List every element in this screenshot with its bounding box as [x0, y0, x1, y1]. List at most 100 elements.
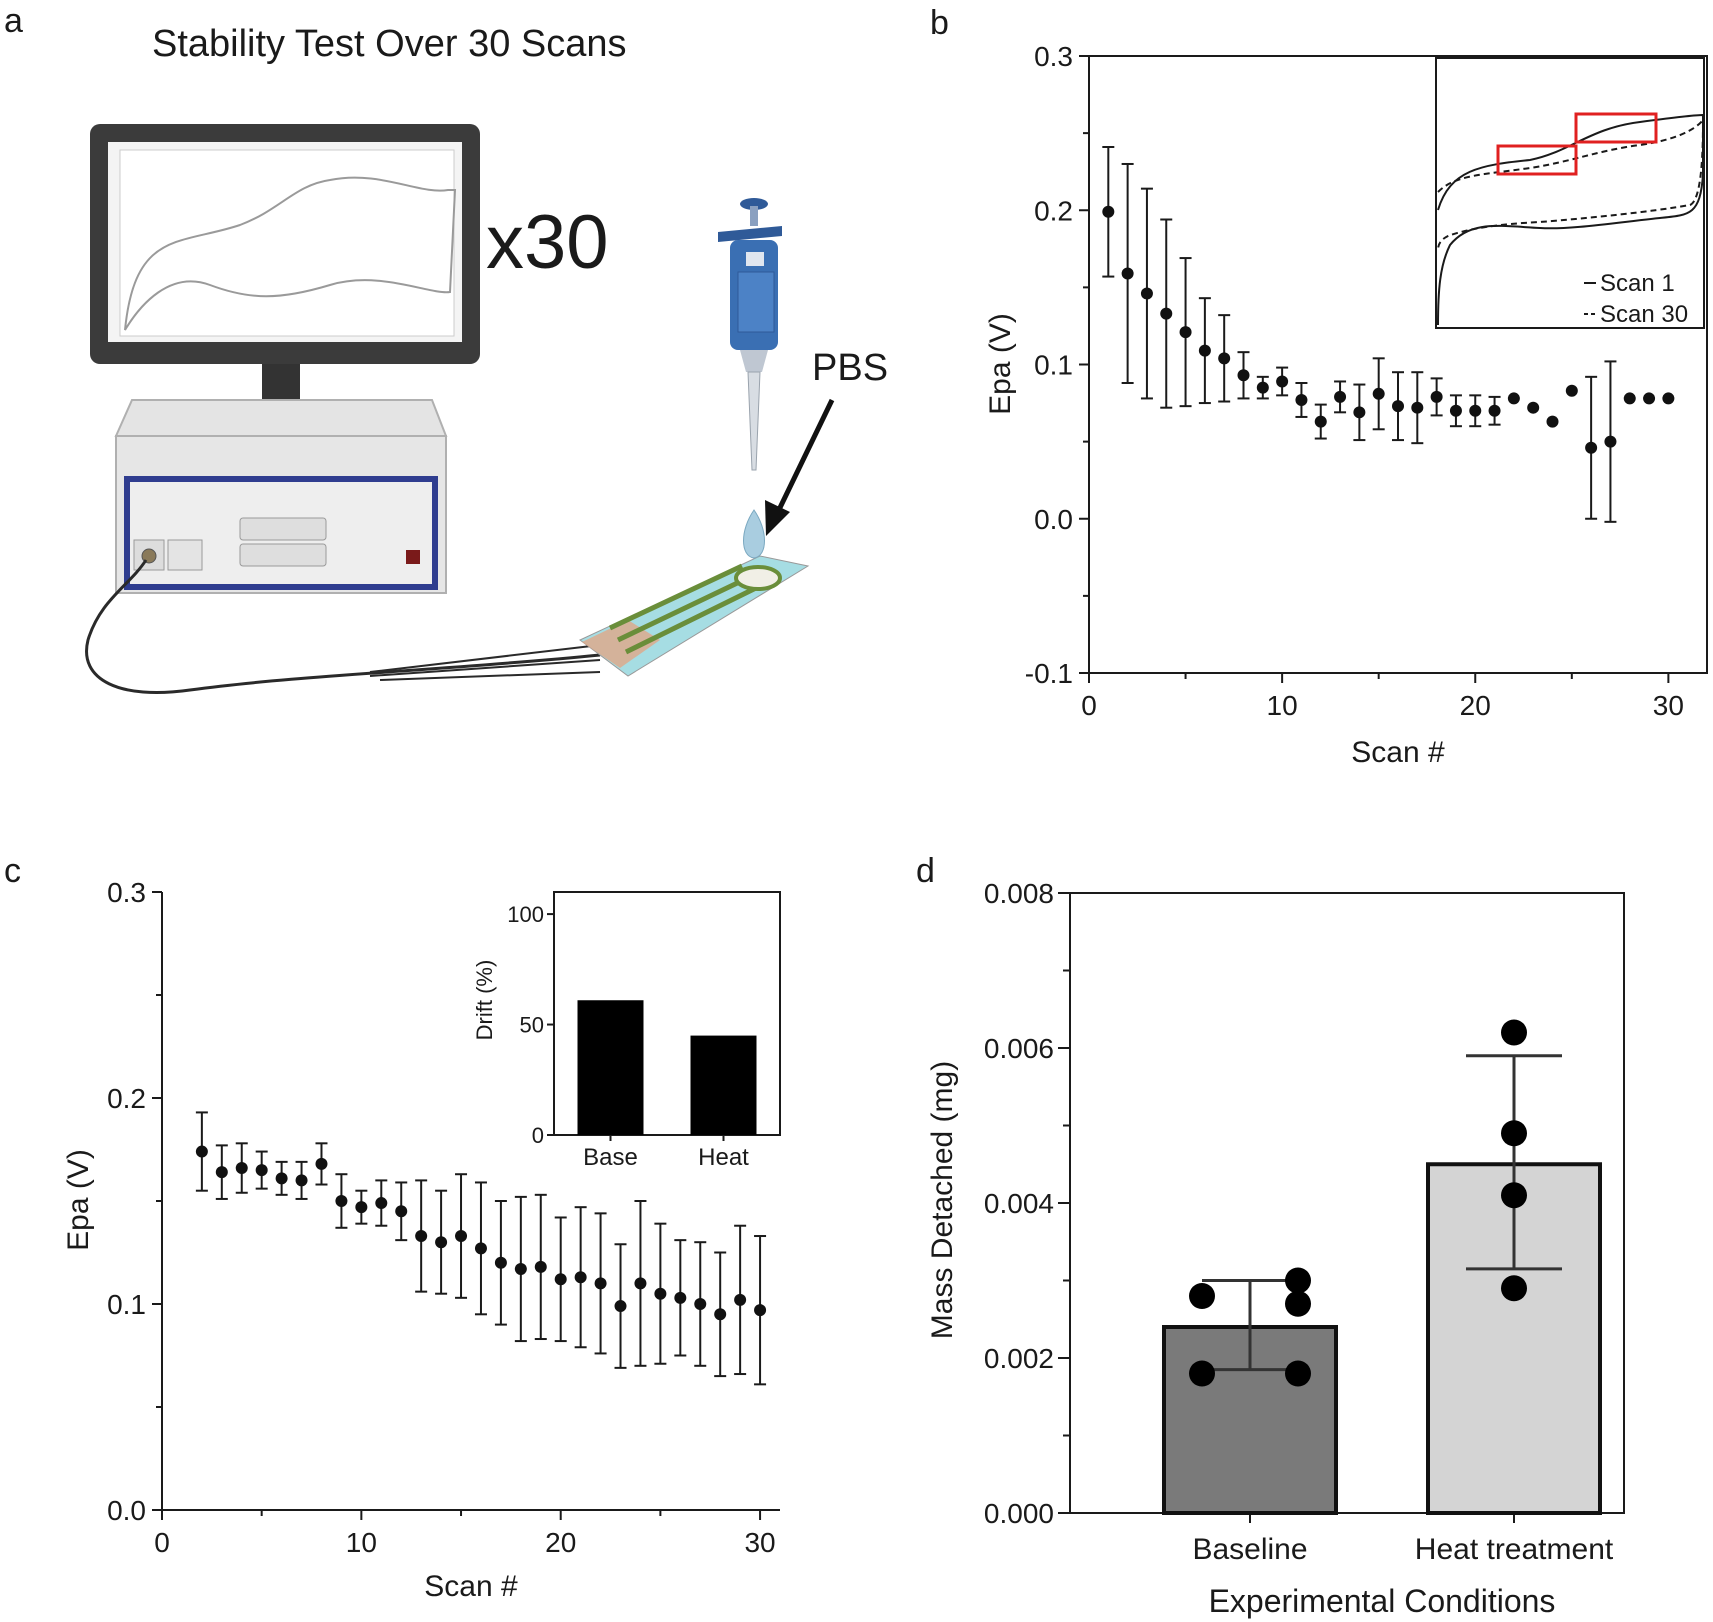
chart-d-xtick-label: Heat treatment	[1415, 1533, 1614, 1566]
chart-b-xtick-label: 20	[1460, 690, 1491, 721]
chart-c-inset: 0 50 100 Base Heat Drift (%)	[472, 891, 781, 1171]
chart-c-xtick-label: 10	[346, 1527, 377, 1558]
chart-c-data-point	[275, 1172, 288, 1185]
chart-b-inset-frame	[1435, 57, 1705, 329]
inset-scan1-curve	[1437, 113, 1704, 326]
chart-b-data-point	[1449, 404, 1462, 417]
chart-b-data-point	[1643, 392, 1656, 405]
chart-c-data-point	[534, 1260, 547, 1273]
chart-d-data-point	[1501, 1182, 1527, 1209]
panel-d: d 0.000 0.002 0.004 0.006 0.008 Baseline Heat …	[916, 852, 1625, 1619]
chart-d-data-point	[1189, 1360, 1215, 1387]
chart-c-inset-marks: 0 50 100 Base Heat	[507, 902, 757, 1171]
chart-d-data-point	[1285, 1360, 1311, 1387]
chart-c-xtick-label: 20	[545, 1527, 576, 1558]
chart-c-data-point	[355, 1201, 368, 1214]
chart-b-data-point	[1585, 441, 1598, 454]
chart-b-data-point	[1314, 415, 1327, 428]
pbs-drop-icon	[743, 509, 765, 559]
panel-a-title: Stability Test Over 30 Scans	[152, 23, 627, 65]
chart-d-data-point	[1501, 1275, 1527, 1302]
chart-c-data-point	[714, 1308, 727, 1321]
chart-c-data-point	[694, 1298, 707, 1310]
chart-b-data-point	[1411, 401, 1424, 414]
inset-xtick-label: Base	[583, 1144, 638, 1171]
chart-c-data-point	[195, 1145, 208, 1158]
chart-b-data-point	[1160, 307, 1173, 320]
chart-c-inset-ylabel: Drift (%)	[472, 960, 497, 1041]
chart-c-data-point	[474, 1242, 487, 1255]
panel-label-b: b	[930, 4, 949, 42]
chart-b-ytick-label: -0.1	[1025, 658, 1073, 689]
chart-c-data-point	[654, 1287, 667, 1300]
chart-b-xtick-label: 30	[1653, 690, 1684, 721]
chart-d-axes: 0.000 0.002 0.004 0.006 0.008 Baseline Heat tr…	[984, 878, 1614, 1566]
monitor-cv-curve	[124, 176, 457, 331]
panel-label-c: c	[4, 852, 21, 890]
chart-b-xlabel: Scan #	[1351, 736, 1445, 769]
chart-d-data-point	[1285, 1267, 1311, 1294]
chart-d-ytick-label: 0.008	[984, 878, 1054, 909]
chart-d-ytick-label: 0.004	[984, 1188, 1054, 1219]
chart-d-ytick-label: 0.006	[984, 1033, 1054, 1064]
panel-c: c 0 10 20 30 0.0 0.1 0.2 0.3 Scan # Epa (V) 0 50…	[4, 852, 781, 1603]
chart-d-data-point	[1501, 1019, 1527, 1046]
panel-label-d: d	[916, 852, 935, 890]
chart-c-data-point	[614, 1300, 627, 1313]
chart-b-ylabel: Epa (V)	[984, 313, 1017, 415]
chart-b-data-point	[1488, 404, 1501, 417]
chart-b-data-point	[1392, 400, 1404, 413]
chart-b-data-point	[1198, 344, 1211, 357]
reagent-arrow	[772, 398, 835, 520]
inset-xtick-label: Heat	[698, 1144, 749, 1171]
chart-b-data-point	[1121, 267, 1134, 280]
chart-c-data-point	[375, 1197, 388, 1210]
electrode-cable	[85, 559, 601, 695]
chart-b-data-point	[1179, 326, 1192, 339]
chart-c-data-point	[514, 1262, 527, 1275]
chart-b-data-point	[1623, 392, 1636, 405]
chart-b-data-point	[1604, 435, 1617, 448]
chart-c-data-point	[235, 1162, 248, 1175]
inset-bar	[690, 1035, 757, 1135]
chart-d-data-point	[1189, 1283, 1215, 1309]
chart-c-data-point	[494, 1256, 507, 1269]
reagent-label: PBS	[812, 347, 888, 389]
chart-c-ylabel: Epa (V)	[62, 1149, 95, 1251]
chart-b-data-point	[1662, 392, 1675, 405]
inset-highlight-box-1	[1496, 144, 1578, 176]
chart-c-data-point	[215, 1166, 228, 1179]
monitor-illustration	[90, 124, 480, 432]
inset-highlight-box-2	[1574, 112, 1658, 144]
chart-c-data-point	[395, 1205, 408, 1218]
chart-c-data-point	[634, 1277, 647, 1290]
reagent-arrowhead	[765, 500, 790, 536]
chart-d-marks	[1162, 1019, 1602, 1515]
chart-c-xlabel: Scan #	[424, 1570, 518, 1603]
inset-ytick-label: 50	[520, 1013, 544, 1038]
chart-b-data-point	[1372, 387, 1385, 400]
inset-legend-scan1: Scan 1	[1600, 270, 1675, 297]
chart-c-data-point	[415, 1230, 428, 1243]
chart-b-inset: Scan 1 Scan 30	[1435, 57, 1705, 329]
chart-d-data-point	[1285, 1290, 1311, 1317]
chart-c-data-point	[554, 1273, 567, 1286]
chart-c-ytick-label: 0.0	[107, 1495, 146, 1526]
pipette-illustration	[718, 198, 782, 559]
inset-scan30-curve	[1437, 117, 1705, 251]
chart-c-data-point	[455, 1230, 468, 1243]
chart-b-data-point	[1276, 375, 1289, 388]
multiplier-label: x30	[486, 200, 609, 285]
chart-b-data-point	[1353, 406, 1366, 419]
chart-c-data-point	[435, 1236, 448, 1249]
chart-c-marks	[195, 1111, 767, 1386]
chart-c-xtick-label: 30	[744, 1527, 775, 1558]
chart-c-axes: 0 10 20 30 0.0 0.1 0.2 0.3	[107, 877, 776, 1558]
chart-c-data-point	[754, 1304, 767, 1317]
chart-b-data-point	[1430, 390, 1443, 403]
chart-c-data-point	[594, 1277, 607, 1290]
chart-d-ytick-label: 0.000	[984, 1498, 1054, 1529]
chart-b-ytick-label: 0.3	[1034, 41, 1073, 72]
chart-c-ytick-label: 0.3	[107, 877, 146, 908]
